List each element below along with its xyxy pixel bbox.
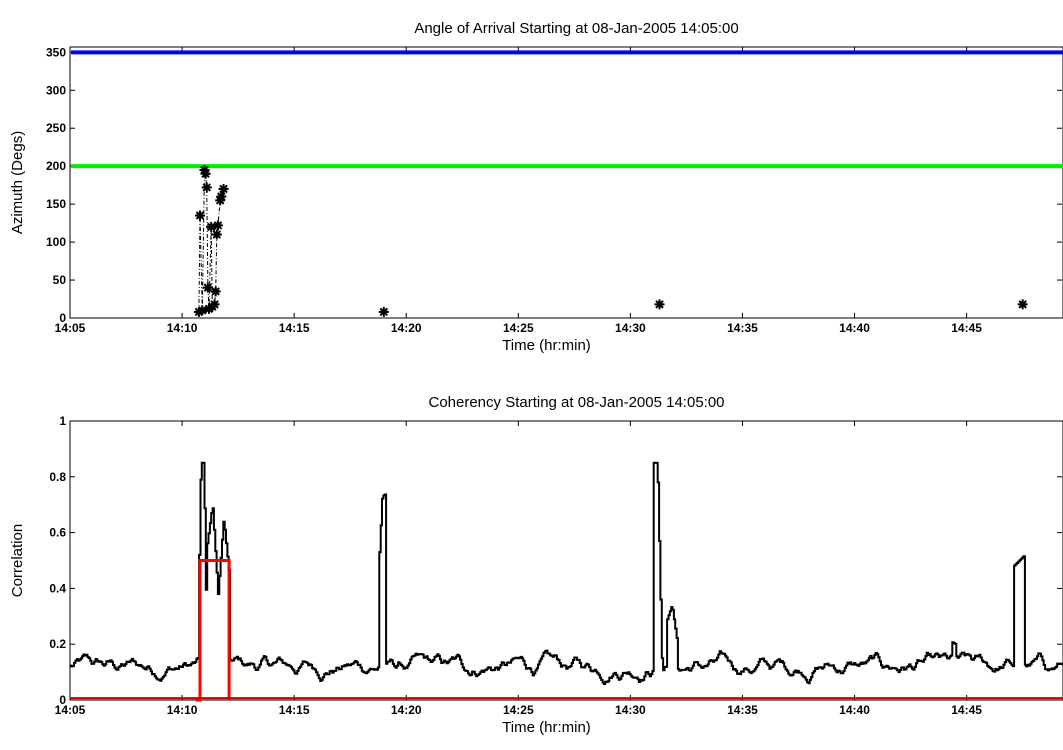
detection-marker: [210, 286, 221, 297]
x-tick-label: 14:30: [615, 321, 646, 335]
y-tick-label: 0.6: [49, 526, 66, 540]
y-tick-label: 350: [46, 45, 66, 59]
x-tick-label: 14:45: [951, 703, 982, 717]
chart-title: Angle of Arrival Starting at 08-Jan-2005…: [414, 20, 738, 37]
x-tick-label: 14:10: [167, 703, 198, 717]
x-tick-label: 14:45: [951, 321, 982, 335]
detection-window: [195, 559, 231, 702]
y-axis-label: Azimuth (Degs): [9, 131, 26, 234]
x-axis-label: Time (hr:min): [502, 337, 591, 354]
y-tick-label: 0.2: [49, 637, 66, 651]
x-tick-label: 14:25: [503, 703, 534, 717]
detection-marker: [202, 282, 213, 293]
x-tick-label: 14:10: [167, 321, 198, 335]
y-tick-label: 200: [46, 159, 66, 173]
detection-marker: [201, 182, 212, 193]
detection-marker: [209, 299, 220, 310]
x-tick-label: 14:15: [279, 321, 310, 335]
y-tick-label: 300: [46, 83, 66, 97]
x-tick-label: 14:40: [839, 703, 870, 717]
detection-marker: [211, 229, 222, 240]
x-axis-label: Time (hr:min): [502, 719, 591, 736]
x-tick-label: 14:20: [391, 703, 422, 717]
detection-marker: [1017, 299, 1028, 310]
detection-marker: [378, 306, 389, 317]
y-tick-label: 100: [46, 235, 66, 249]
x-tick-label: 14:15: [279, 703, 310, 717]
y-tick-label: 1: [59, 414, 66, 428]
x-tick-label: 14:30: [615, 703, 646, 717]
y-tick-label: 0: [59, 311, 66, 325]
plot-frame: [69, 420, 1063, 701]
x-tick-label: 14:05: [55, 703, 86, 717]
x-tick-label: 14:05: [55, 321, 86, 335]
detection-marker: [212, 220, 223, 231]
plot-frame: [69, 46, 1063, 319]
y-tick-label: 0.4: [49, 581, 66, 595]
y-tick-label: 0.8: [49, 470, 66, 484]
x-tick-label: 14:20: [391, 321, 422, 335]
detection-marker: [200, 168, 211, 179]
x-tick-label: 14:40: [839, 321, 870, 335]
y-tick-label: 250: [46, 121, 66, 135]
y-tick-label: 0: [59, 693, 66, 707]
detection-marker: [216, 191, 227, 202]
x-tick-label: 14:35: [727, 703, 758, 717]
azimuth-plot: Angle of Arrival Starting at 08-Jan-2005…: [9, 20, 1063, 354]
y-tick-label: 50: [53, 273, 67, 287]
detection-marker: [195, 210, 206, 221]
y-axis-label: Correlation: [9, 524, 26, 597]
correlation-trace: [70, 461, 1063, 685]
x-tick-label: 14:25: [503, 321, 534, 335]
x-tick-label: 14:35: [727, 321, 758, 335]
y-tick-label: 150: [46, 197, 66, 211]
detection-marker: [654, 299, 665, 310]
chart-title: Coherency Starting at 08-Jan-2005 14:05:…: [428, 394, 724, 411]
detection-marker: [218, 183, 229, 194]
correlation-plot: Coherency Starting at 08-Jan-2005 14:05:…: [9, 394, 1063, 736]
